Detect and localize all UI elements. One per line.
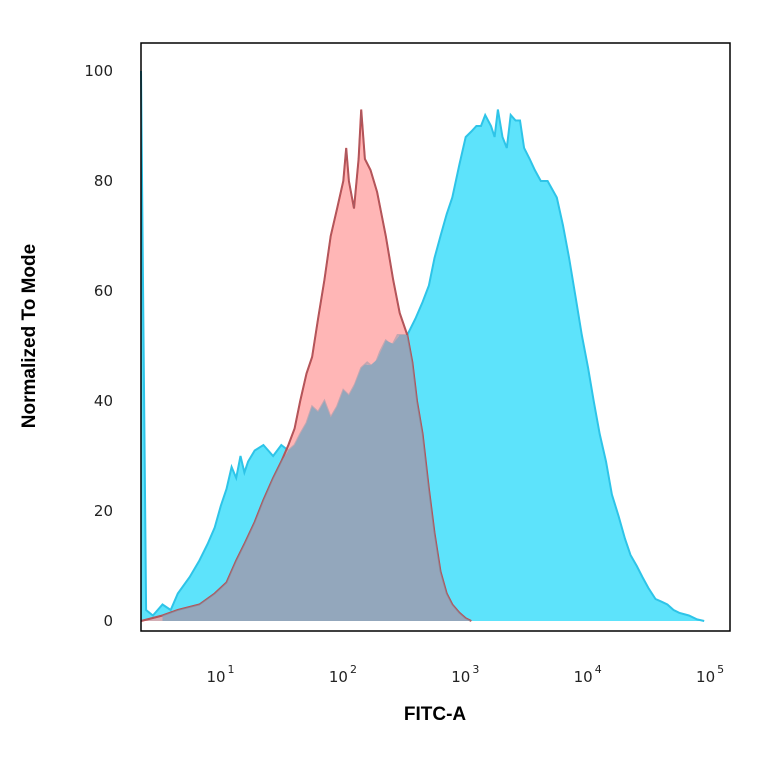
y-tick-label: 40: [94, 392, 113, 410]
x-tick-label: 10 1: [206, 663, 234, 686]
series-overlap-region: [162, 335, 472, 621]
x-tick-label: 10 3: [451, 663, 479, 686]
y-axis-title: Normalized To Mode: [19, 244, 40, 428]
y-tick-label: 60: [94, 282, 113, 300]
y-tick-label: 20: [94, 502, 113, 520]
y-tick-label: 80: [94, 172, 113, 190]
y-tick-label: 0: [103, 612, 113, 630]
x-tick-label: 10 2: [329, 663, 357, 686]
x-tick-label: 10 4: [574, 663, 602, 686]
y-axis-ticks: 0 20 40 60 80 100: [84, 62, 113, 630]
y-tick-label: 100: [84, 62, 113, 80]
series-blue-histogram-outline: [140, 70, 705, 622]
series-red-histogram-overlap-outline: [140, 109, 472, 622]
plot-area-frame: [140, 42, 731, 632]
x-tick-label: 10 5: [696, 663, 724, 686]
x-axis-ticks: 10 1 10 2 10 3 10 4 10 5: [206, 663, 724, 686]
x-axis-title: FITC-A: [404, 704, 467, 725]
series-layer: [140, 70, 705, 622]
